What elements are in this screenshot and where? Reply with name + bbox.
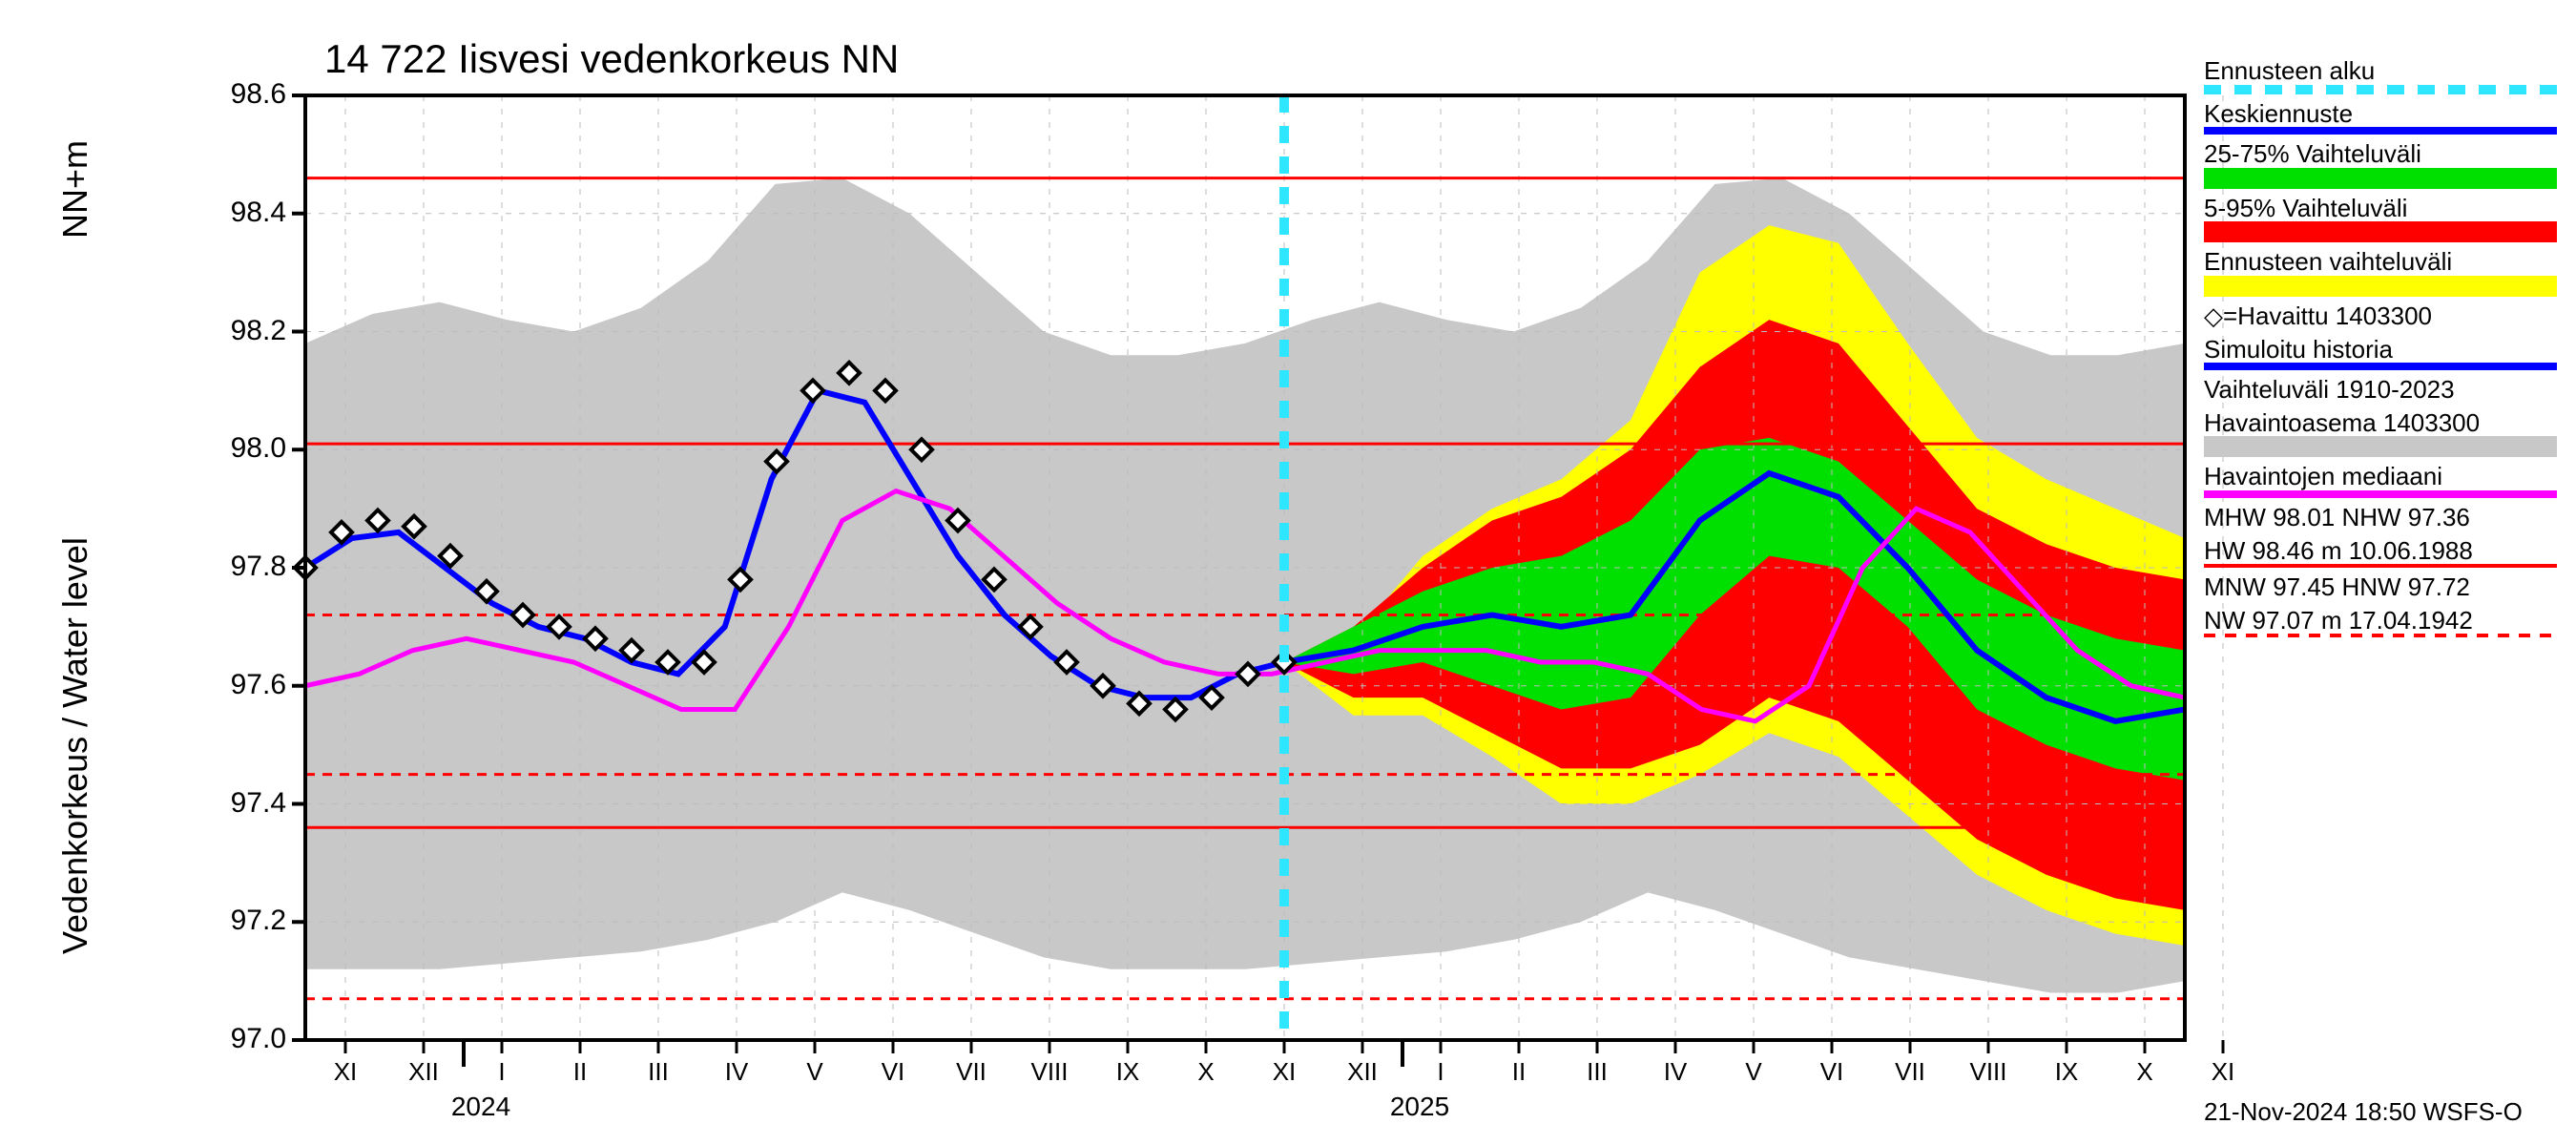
x-tick-year: 2024 — [451, 1092, 510, 1122]
x-tick-month: XI — [334, 1057, 358, 1087]
chart-title: 14 722 Iisvesi vedenkorkeus NN — [324, 36, 899, 82]
legend-label: Havaintojen mediaani — [2204, 463, 2566, 490]
legend-item: ◇=Havaittu 1403300 — [2204, 302, 2566, 330]
legend-dash — [2204, 85, 2557, 94]
x-tick-month: III — [1587, 1057, 1608, 1087]
x-tick-year: 2025 — [1390, 1092, 1449, 1122]
legend-label: Ennusteen alku — [2204, 57, 2566, 85]
legend-item: MNW 97.45 HNW 97.72 — [2204, 573, 2566, 601]
y-tick-label: 98.6 — [162, 78, 286, 111]
x-tick-month: IV — [1664, 1057, 1688, 1087]
legend-label: Ennusteen vaihteluväli — [2204, 248, 2566, 276]
x-tick-month: XI — [1273, 1057, 1297, 1087]
legend-label: 25-75% Vaihteluväli — [2204, 140, 2566, 168]
y-tick-label: 98.4 — [162, 197, 286, 229]
legend: Ennusteen alku Keskiennuste 25-75% Vaihtel… — [2204, 57, 2566, 643]
legend-swatch — [2204, 221, 2557, 242]
legend-label: 5-95% Vaihteluväli — [2204, 195, 2566, 222]
legend-swatch — [2204, 436, 2557, 457]
footer-timestamp: 21-Nov-2024 18:50 WSFS-O — [2204, 1097, 2523, 1127]
y-tick-label: 97.6 — [162, 669, 286, 701]
x-tick-month: VII — [956, 1057, 987, 1087]
x-tick-month: VI — [882, 1057, 905, 1087]
x-tick-month: V — [806, 1057, 822, 1087]
legend-item: 25-75% Vaihteluväli — [2204, 140, 2566, 189]
x-tick-month: VI — [1820, 1057, 1844, 1087]
y-tick-label: 97.8 — [162, 551, 286, 583]
x-tick-month: VIII — [1969, 1057, 2006, 1087]
y-tick-label: 97.4 — [162, 787, 286, 820]
y-axis-label-upper: NN+m — [55, 140, 95, 239]
y-tick-label: 98.0 — [162, 432, 286, 465]
x-tick-month: XII — [1347, 1057, 1378, 1087]
x-tick-month: VII — [1895, 1057, 1925, 1087]
legend-label: MHW 98.01 NHW 97.36 — [2204, 504, 2566, 531]
x-tick-month: XI — [2212, 1057, 2235, 1087]
x-tick-month: X — [2136, 1057, 2152, 1087]
y-tick-label: 98.2 — [162, 315, 286, 347]
legend-label: NW 97.07 m 17.04.1942 — [2204, 607, 2566, 635]
y-tick-label: 97.0 — [162, 1023, 286, 1055]
y-axis-label-lower: Vedenkorkeus / Water level — [55, 537, 95, 954]
legend-item: HW 98.46 m 10.06.1988 — [2204, 537, 2566, 569]
y-tick-label: 97.2 — [162, 905, 286, 937]
x-tick-month: IX — [2055, 1057, 2079, 1087]
legend-hline-dashed — [2204, 634, 2557, 637]
legend-label: Simuloitu historia — [2204, 336, 2566, 364]
legend-line — [2204, 490, 2557, 498]
legend-line — [2204, 363, 2557, 370]
legend-item: Havaintojen mediaani — [2204, 463, 2566, 498]
x-tick-month: IX — [1116, 1057, 1140, 1087]
chart-svg — [0, 0, 2576, 1145]
legend-label: ◇=Havaittu 1403300 — [2204, 302, 2566, 330]
legend-item: Havaintoasema 1403300 — [2204, 409, 2566, 458]
legend-label: HW 98.46 m 10.06.1988 — [2204, 537, 2566, 565]
x-tick-month: X — [1197, 1057, 1214, 1087]
legend-hline — [2204, 564, 2557, 568]
legend-item: 5-95% Vaihteluväli — [2204, 195, 2566, 243]
legend-label: Keskiennuste — [2204, 100, 2566, 128]
x-tick-month: III — [648, 1057, 669, 1087]
legend-swatch — [2204, 168, 2557, 189]
chart-container: 14 722 Iisvesi vedenkorkeus NN Vedenkork… — [0, 0, 2576, 1145]
legend-item: Keskiennuste — [2204, 100, 2566, 135]
legend-line — [2204, 127, 2557, 135]
legend-item: Simuloitu historia — [2204, 336, 2566, 371]
x-tick-month: XII — [408, 1057, 439, 1087]
legend-label: Vaihteluväli 1910-2023 — [2204, 376, 2566, 404]
x-tick-month: IV — [725, 1057, 749, 1087]
legend-item: MHW 98.01 NHW 97.36 — [2204, 504, 2566, 531]
x-tick-month: VIII — [1030, 1057, 1068, 1087]
legend-swatch — [2204, 276, 2557, 297]
x-tick-month: II — [1512, 1057, 1526, 1087]
legend-label: MNW 97.45 HNW 97.72 — [2204, 573, 2566, 601]
x-tick-month: V — [1745, 1057, 1761, 1087]
x-tick-month: I — [498, 1057, 505, 1087]
legend-item: Vaihteluväli 1910-2023 — [2204, 376, 2566, 404]
x-tick-month: I — [1437, 1057, 1444, 1087]
legend-item: Ennusteen vaihteluväli — [2204, 248, 2566, 297]
x-tick-month: II — [573, 1057, 587, 1087]
legend-item: NW 97.07 m 17.04.1942 — [2204, 607, 2566, 638]
legend-label: Havaintoasema 1403300 — [2204, 409, 2566, 437]
legend-item: Ennusteen alku — [2204, 57, 2566, 94]
